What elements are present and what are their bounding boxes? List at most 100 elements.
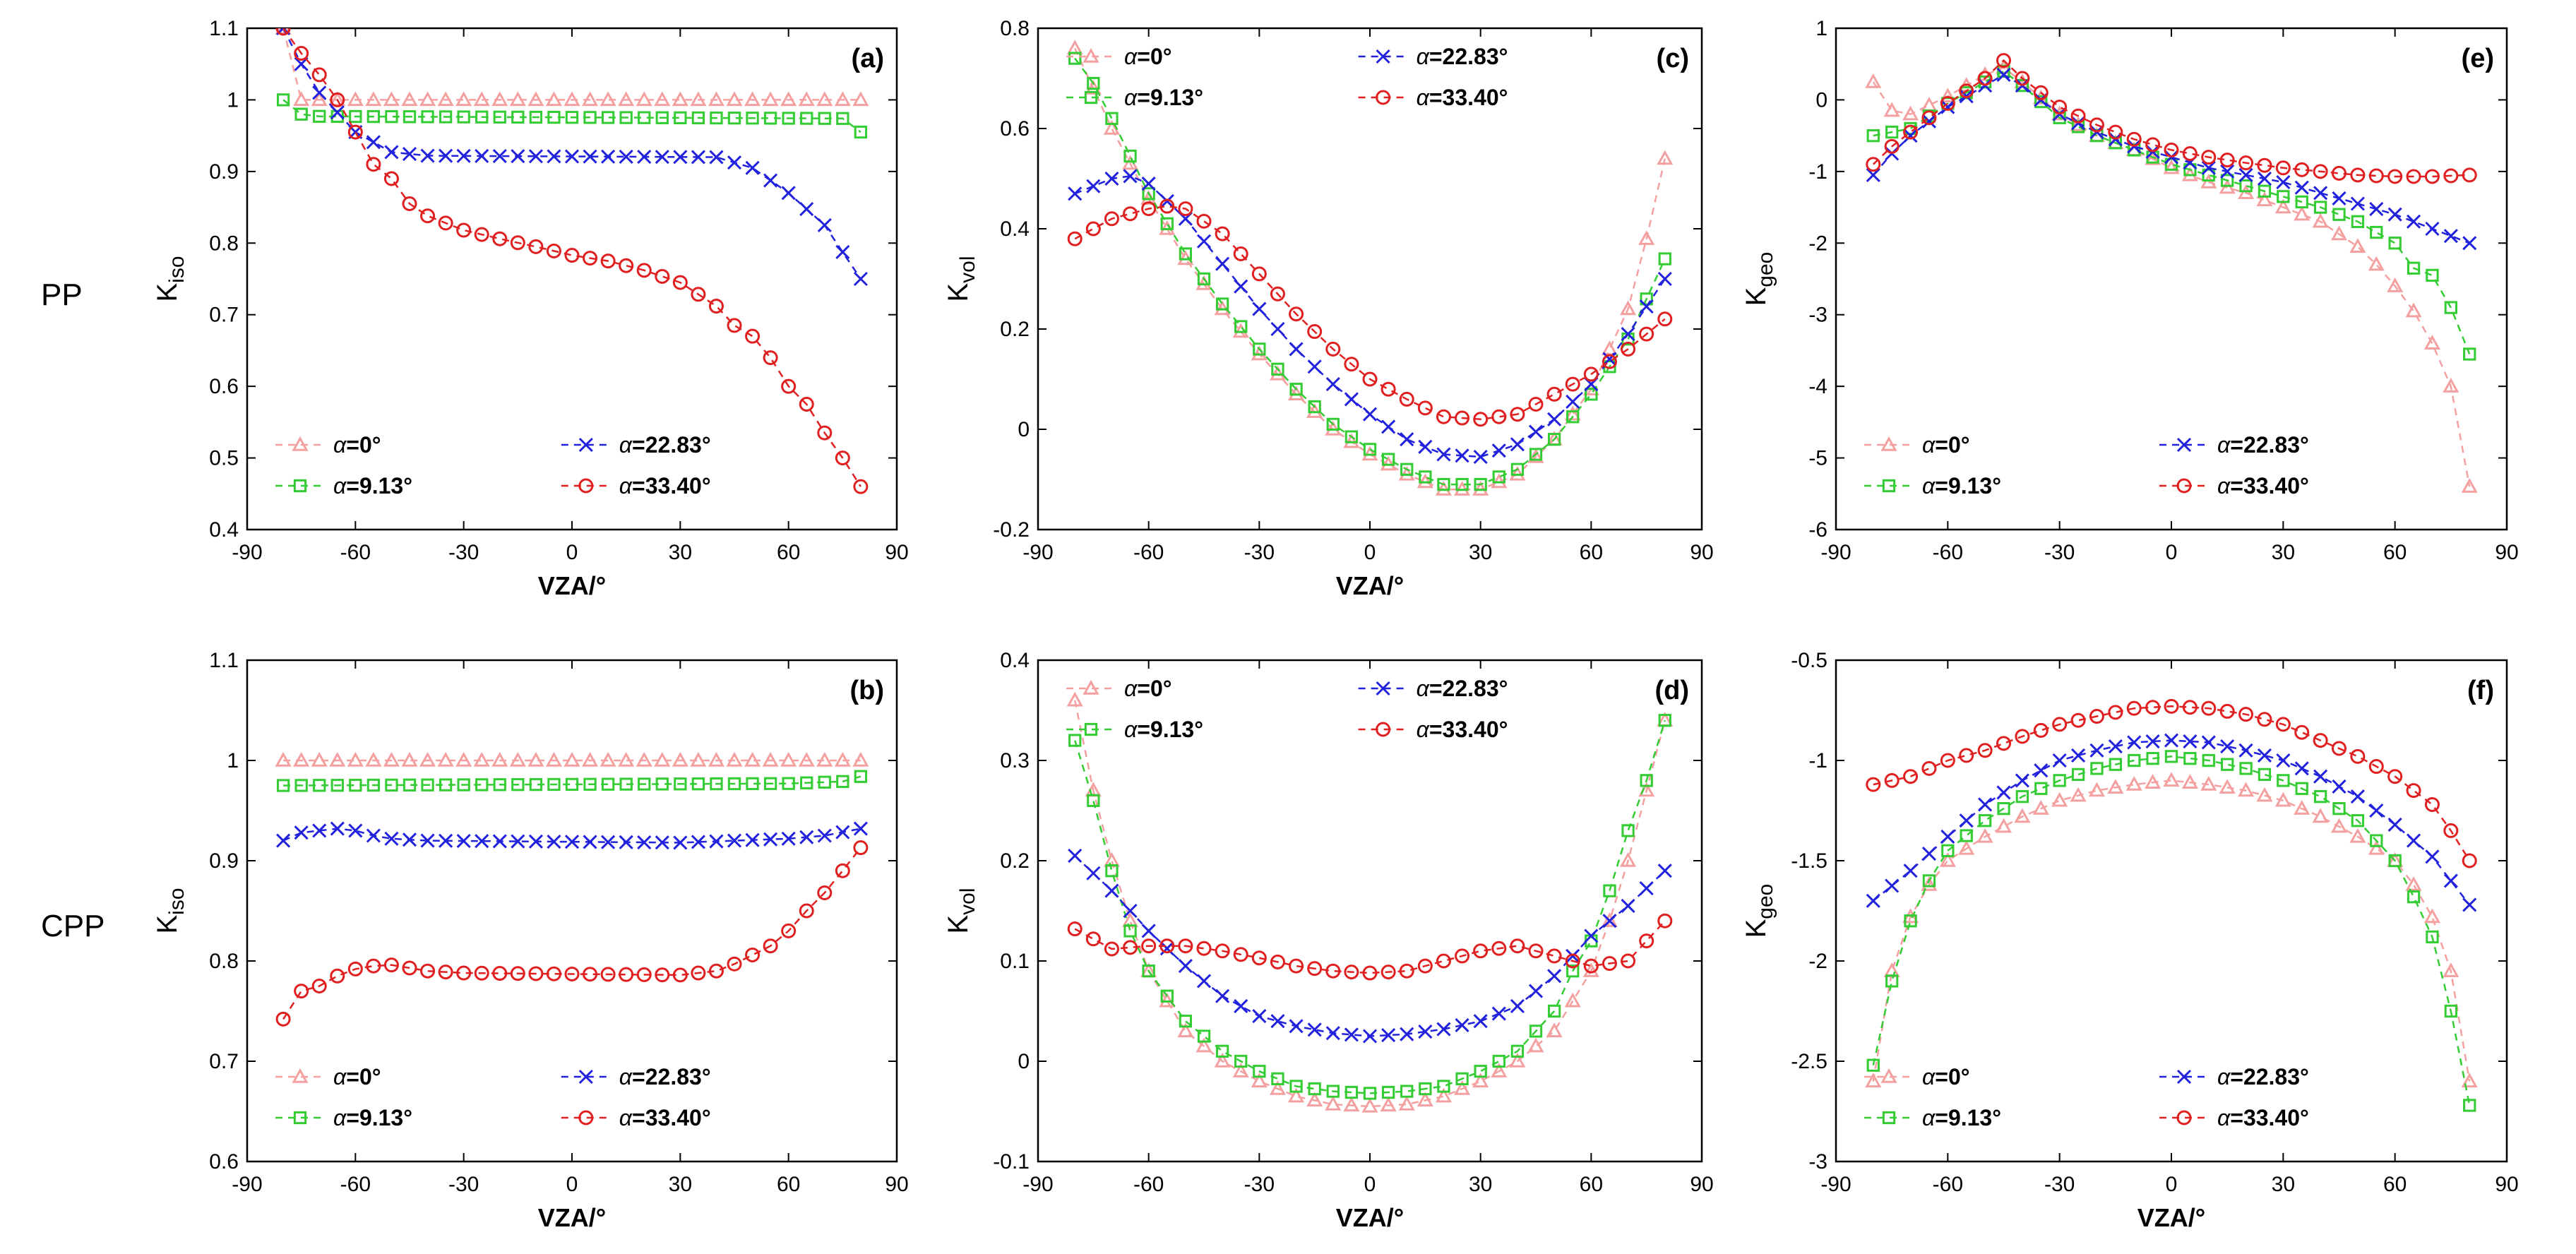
data-point xyxy=(691,965,706,981)
data-point xyxy=(2108,705,2123,720)
data-point xyxy=(1566,948,1580,963)
legend-marker xyxy=(578,437,593,453)
data-point xyxy=(1585,388,1598,401)
data-point xyxy=(2406,214,2421,229)
series-group xyxy=(1865,53,2478,493)
data-point xyxy=(2312,213,2329,228)
legend-marker xyxy=(1376,90,1391,105)
data-point xyxy=(1142,965,1155,978)
data-point xyxy=(1289,958,1304,974)
data-point xyxy=(1289,342,1304,357)
data-point xyxy=(2219,153,2235,168)
legend-marker xyxy=(578,1069,593,1085)
y-tick-label: -5 xyxy=(1808,447,1827,470)
x-axis-title: VZA/° xyxy=(538,571,606,600)
data-point xyxy=(1195,1037,1212,1053)
data-point xyxy=(366,778,381,792)
data-point xyxy=(1435,1087,1452,1103)
x-tick-label: 0 xyxy=(1364,1173,1376,1196)
data-point xyxy=(817,217,832,232)
panel-b: -90 -60 -30 0 30 60 90 0.6 0.7 0.8 0.9 1 1.1 VZA/° Kis… xyxy=(152,649,909,1232)
data-point xyxy=(2071,768,2085,782)
data-point xyxy=(1177,1022,1194,1038)
data-point xyxy=(1251,950,1267,966)
y-axis-title: Kgeo xyxy=(1741,884,1777,938)
data-point xyxy=(637,835,652,850)
data-point xyxy=(1492,1054,1505,1068)
data-point xyxy=(1866,777,1881,792)
data-point xyxy=(2108,124,2123,140)
data-point xyxy=(1253,342,1266,356)
data-point xyxy=(2295,782,2308,795)
data-point xyxy=(1474,477,1487,491)
data-point xyxy=(565,111,579,124)
data-point xyxy=(1307,359,1322,374)
data-point xyxy=(853,821,868,836)
data-point xyxy=(2407,261,2421,275)
data-point xyxy=(1903,124,1919,140)
y-tick-label: -0.2 xyxy=(993,518,1030,542)
y-tick-label: 0.2 xyxy=(1000,318,1030,341)
data-point xyxy=(745,832,760,847)
x-tick-label: 30 xyxy=(2272,1173,2295,1196)
data-point xyxy=(1381,453,1395,466)
data-point xyxy=(1939,852,1956,867)
data-point xyxy=(1086,866,1101,880)
data-point xyxy=(2330,818,2348,833)
series-line-0 xyxy=(282,28,861,101)
data-point xyxy=(2257,157,2272,173)
legend-label: α=9.13° xyxy=(1124,717,1203,742)
data-point xyxy=(2424,169,2440,184)
data-point xyxy=(2182,700,2198,715)
data-point xyxy=(528,966,544,981)
data-point xyxy=(1141,177,1156,191)
data-point xyxy=(457,110,470,124)
data-point xyxy=(817,828,832,843)
data-point xyxy=(2313,186,2328,201)
data-point xyxy=(2015,78,2029,92)
data-point xyxy=(600,751,616,767)
data-point xyxy=(1270,286,1285,301)
x-tick-label: 30 xyxy=(669,1173,692,1196)
data-point xyxy=(2052,717,2068,732)
data-point xyxy=(1307,961,1323,977)
data-point xyxy=(455,751,472,767)
x-tick-label: 90 xyxy=(885,541,908,564)
panel-tag: (b) xyxy=(849,676,884,705)
data-point xyxy=(1123,940,1138,955)
data-point xyxy=(1344,1085,1359,1099)
legend-label: α=0° xyxy=(1922,432,1970,458)
data-point xyxy=(1657,150,1674,165)
data-point xyxy=(1510,1044,1525,1058)
data-point xyxy=(780,751,797,767)
data-point xyxy=(2183,752,2197,765)
data-point xyxy=(2387,207,2402,222)
data-point xyxy=(1978,814,1992,828)
y-tick-label: 0.8 xyxy=(209,232,239,255)
x-tick-label: 0 xyxy=(566,1173,578,1196)
data-point xyxy=(2033,722,2049,738)
data-point xyxy=(1232,1063,1249,1077)
x-tick-label: 60 xyxy=(2383,1173,2407,1196)
legend-label: α=22.83° xyxy=(619,1064,711,1089)
data-point xyxy=(2220,164,2235,179)
data-point xyxy=(2146,752,2159,765)
data-point xyxy=(655,111,669,124)
data-point xyxy=(836,112,849,125)
data-point xyxy=(2032,800,2049,815)
data-point xyxy=(2294,800,2310,815)
data-point xyxy=(545,91,562,107)
data-point xyxy=(2089,709,2104,724)
data-point xyxy=(2181,774,2198,789)
data-point xyxy=(2461,1073,2478,1088)
y-axis-title: Kgeo xyxy=(1741,252,1777,306)
data-point xyxy=(1602,354,1617,369)
data-point xyxy=(402,832,417,847)
data-point xyxy=(1565,953,1580,969)
y-tick-label: 0.3 xyxy=(1000,749,1030,772)
data-point xyxy=(636,263,652,278)
legend-marker xyxy=(292,436,309,451)
data-point xyxy=(2294,162,2310,177)
data-point xyxy=(2332,208,2346,221)
data-point xyxy=(1362,1029,1378,1044)
